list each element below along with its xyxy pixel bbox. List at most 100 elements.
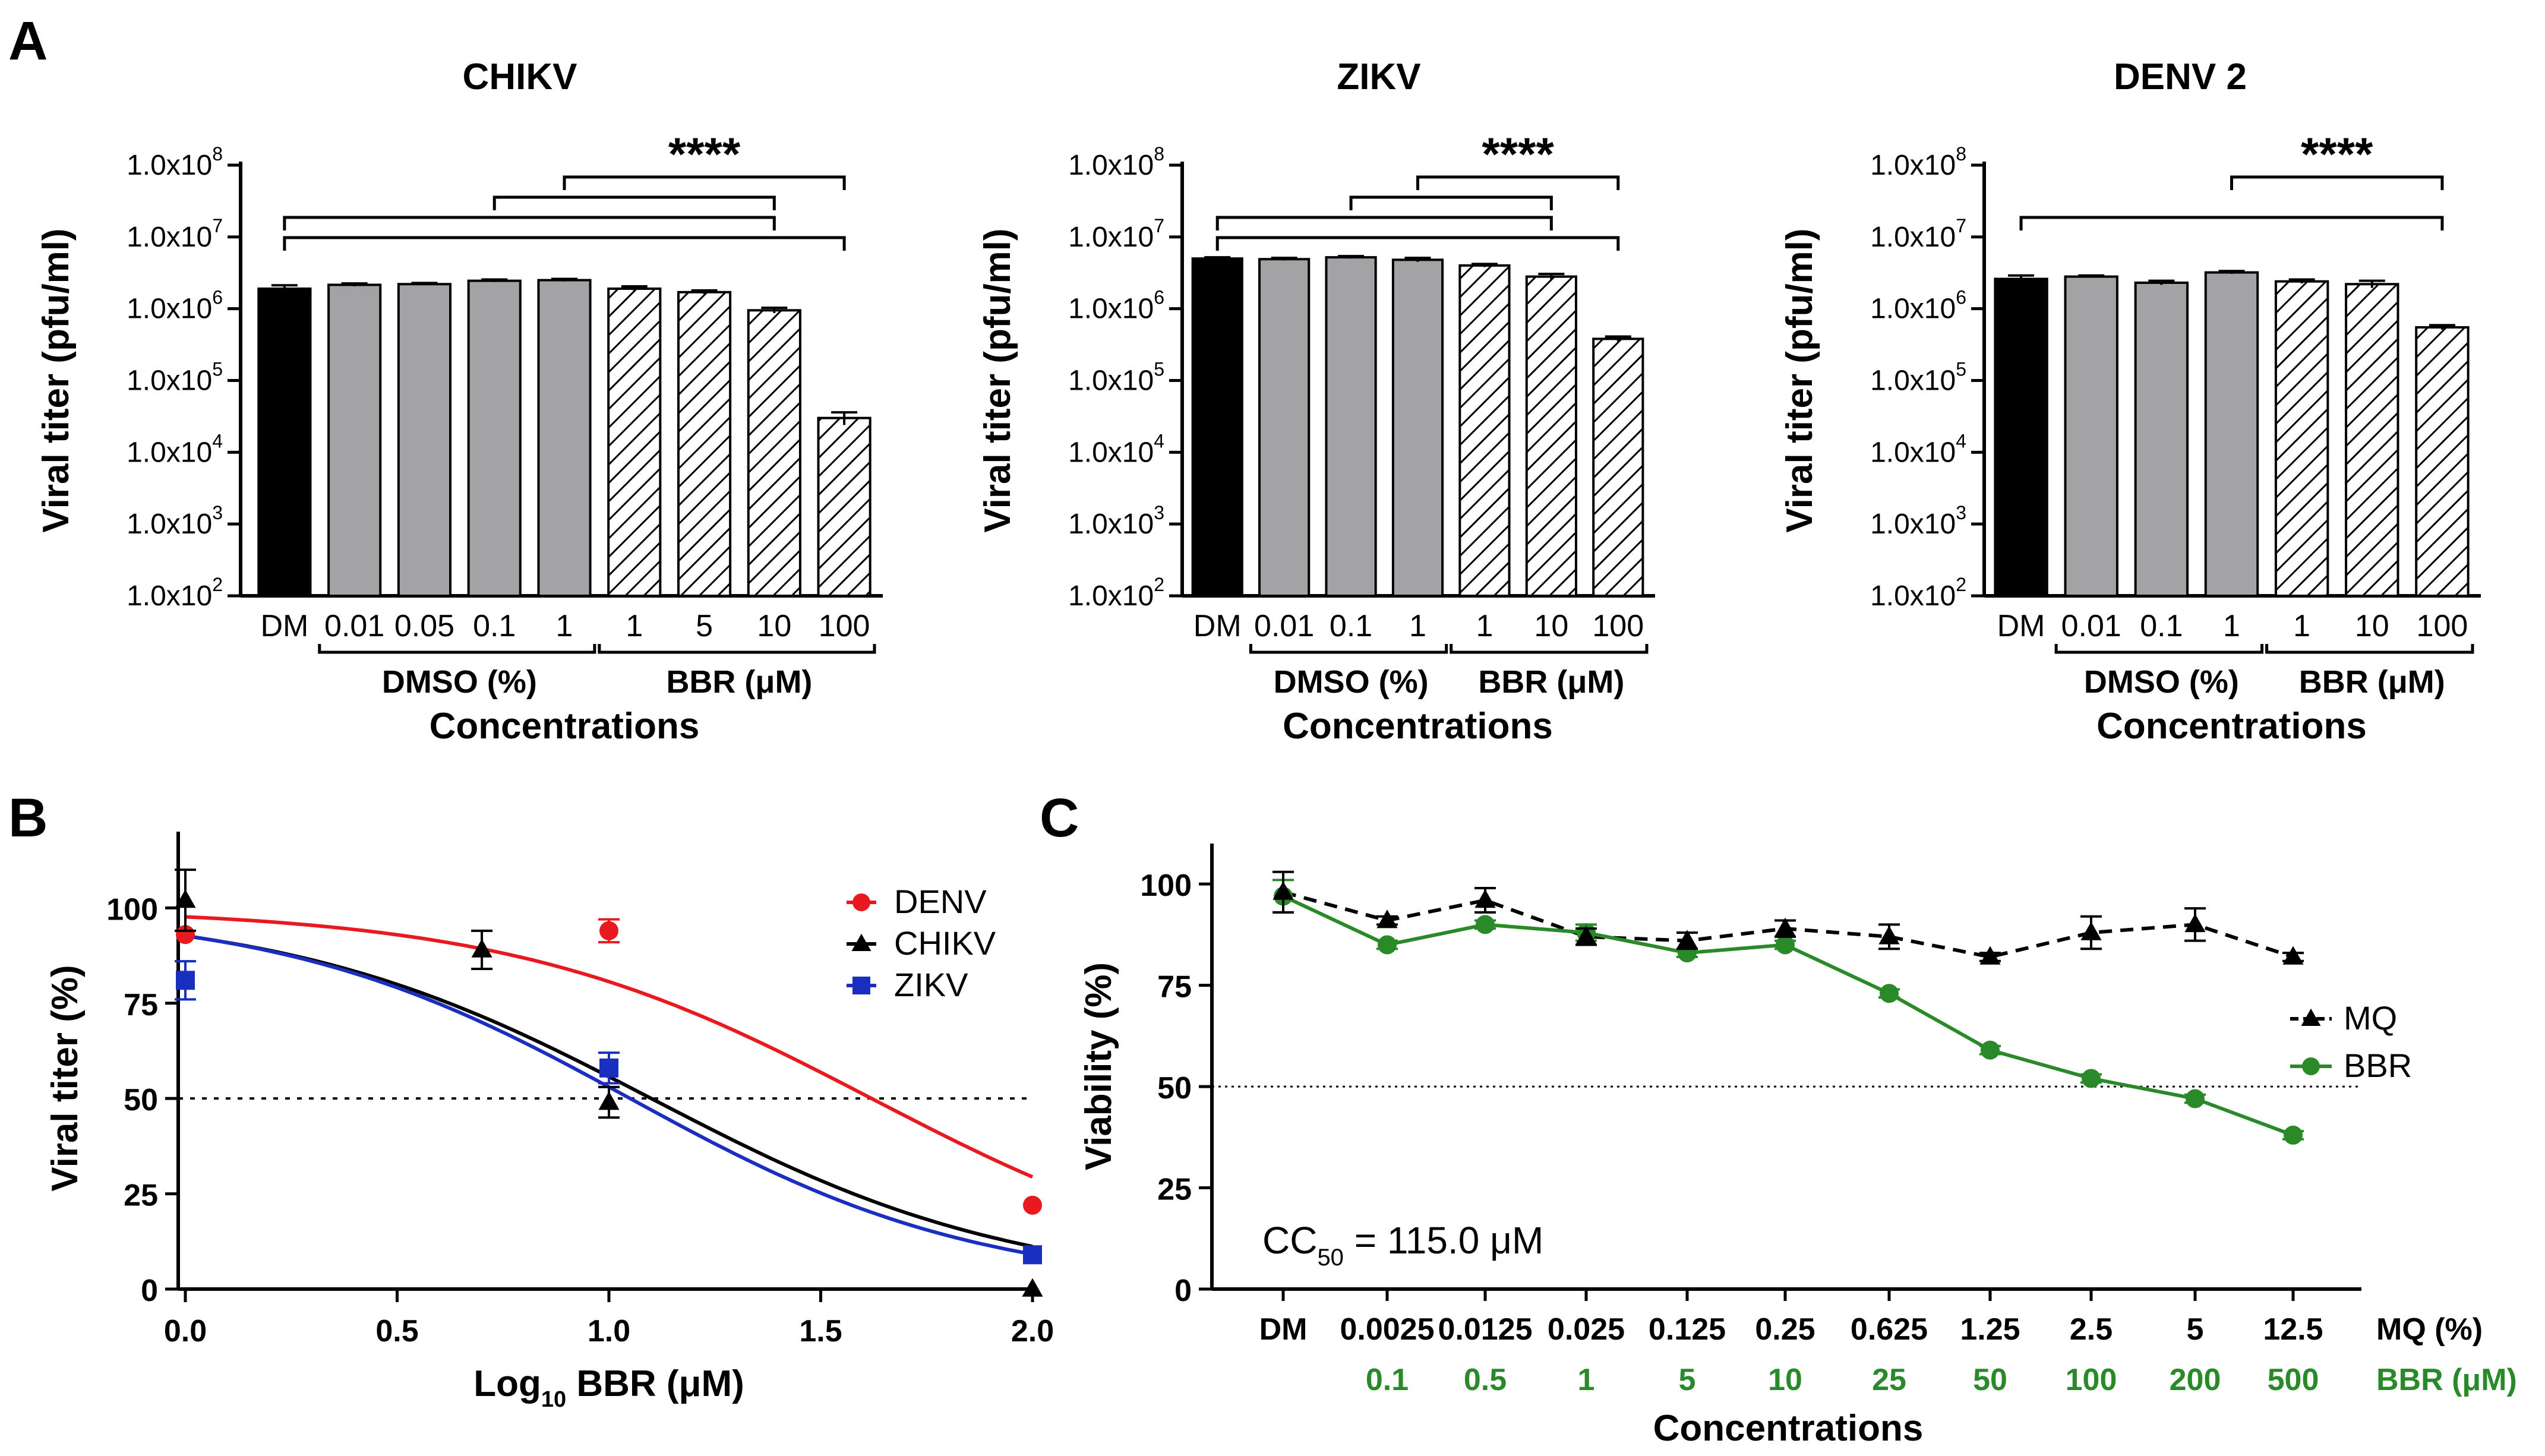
y-tick-label: 1.0x108 [1870, 143, 1966, 181]
y-tick-base: 1.0x10 [127, 580, 212, 612]
legend-label: MQ [2344, 999, 2397, 1037]
legend-marker-denv [852, 893, 870, 911]
cc50-sub: 50 [1317, 1245, 1344, 1271]
x-tick-label: DM [1193, 609, 1242, 643]
data-point-denv [599, 921, 618, 940]
y-tick-base: 1.0x10 [1068, 437, 1154, 468]
y-tick-label: 25 [1157, 1173, 1192, 1207]
data-point-chikv [598, 1091, 620, 1110]
data-point-bbr [1776, 935, 1795, 955]
group-bracket [1450, 644, 1649, 654]
bar [1994, 277, 2048, 597]
y-tick-label: 1.0x103 [127, 502, 223, 540]
y-axis-label: Viral titer (pfu/ml) [36, 228, 77, 532]
x-tick-label: 10 [2355, 609, 2389, 643]
bar [537, 279, 592, 597]
data-point-mq [1272, 881, 1294, 900]
legend-label: BBR [2344, 1047, 2412, 1084]
x-tick-label: 0.01 [324, 609, 384, 643]
group-label: DMSO (%) [2084, 664, 2239, 700]
bar [2064, 275, 2118, 597]
significance-bracket [492, 195, 776, 210]
y-tick-base: 1.0x10 [127, 293, 212, 325]
x-tick-label: 1.0 [588, 1314, 630, 1348]
x-tick-label-bbr: 200 [2170, 1363, 2221, 1397]
chart-dose-response: 0 25 50 75 100 0.0 0.5 1.0 1.5 2.0 Viral titer (%)… [45, 832, 1054, 1412]
significance-bracket [2230, 175, 2444, 190]
y-tick-exponent: 2 [1154, 574, 1164, 595]
bar [817, 416, 872, 597]
y-tick-label: 100 [106, 892, 158, 927]
panel-label-c: C [1040, 788, 1079, 848]
y-tick-label: 1.0x105 [127, 359, 223, 397]
data-point-mq [1376, 909, 1398, 928]
group-label: BBR (μM) [2299, 664, 2445, 700]
significance-label: **** [1482, 128, 1554, 180]
significance-bracket [283, 236, 846, 251]
y-tick-base: 1.0x10 [1870, 293, 1956, 325]
y-tick-label: 1.0x103 [1068, 502, 1164, 540]
y-tick-label: 1.0x107 [127, 215, 223, 253]
significance-label: **** [668, 128, 741, 180]
y-tick-label: 1.0x103 [1870, 502, 1966, 540]
y-tick-label: 1.0x104 [1068, 430, 1164, 468]
x-tick-label: 1 [556, 609, 573, 643]
cc50-main: CC [1262, 1219, 1317, 1262]
data-point-mq [1676, 930, 1698, 949]
y-tick-base: 1.0x10 [127, 150, 212, 181]
x-tick-label: 1 [2293, 609, 2310, 643]
y-tick-base: 1.0x10 [1068, 580, 1154, 612]
y-tick-base: 1.0x10 [1870, 222, 1956, 253]
bar [1458, 264, 1511, 598]
y-tick-exponent: 8 [1154, 143, 1164, 165]
y-tick-base: 1.0x10 [1068, 293, 1154, 325]
x-axis-title: Concentrations [1283, 706, 1553, 747]
legend-marker-chikv [851, 933, 872, 951]
group-bracket [318, 644, 596, 654]
x-tick-label: 0.0 [164, 1314, 207, 1348]
y-tick-label: 75 [124, 988, 158, 1022]
y-tick-exponent: 3 [1154, 502, 1164, 523]
data-point-bbr [1378, 935, 1397, 955]
y-axis-label: Viral titer (%) [45, 965, 86, 1191]
y-tick-exponent: 8 [212, 143, 223, 165]
group-label: BBR (μM) [666, 664, 812, 700]
group-label: DMSO (%) [1274, 664, 1429, 700]
y-axis-label: Viral titer (pfu/ml) [1779, 228, 1820, 532]
y-tick-label: 50 [124, 1083, 158, 1117]
legend-marker-zikv [852, 977, 870, 994]
row-label-mq: MQ (%) [2376, 1312, 2483, 1347]
y-tick-label: 1.0x105 [1870, 359, 1966, 397]
bar [1391, 258, 1444, 597]
group-bracket [598, 644, 876, 654]
x-tick-label: 1 [1409, 609, 1426, 643]
significance-bracket [563, 175, 846, 190]
bar [2134, 281, 2189, 597]
data-point-mq [1979, 946, 2001, 965]
fit-curve-denv [185, 915, 1034, 1179]
x-axis-title: Concentrations [430, 706, 700, 747]
significance-bracket [283, 216, 776, 230]
y-tick-exponent: 5 [212, 359, 223, 380]
y-tick-exponent: 7 [1956, 215, 1966, 236]
y-tick-exponent: 4 [1154, 430, 1164, 451]
chart-title: DENV 2 [2114, 56, 2247, 97]
bar [1258, 258, 1311, 598]
group-bracket [2054, 644, 2264, 654]
x-tick-label-mq: 0.625 [1851, 1312, 1928, 1347]
y-tick-label: 0 [1174, 1274, 1192, 1308]
x-tick-label: 100 [2417, 609, 2468, 643]
y-tick-exponent: 8 [1956, 143, 1966, 165]
x-tick-label: 100 [1592, 609, 1644, 643]
y-tick-base: 1.0x10 [1870, 509, 1956, 540]
bar [607, 287, 662, 597]
y-tick-label: 100 [1140, 868, 1192, 903]
y-tick-label: 1.0x107 [1870, 215, 1966, 253]
y-tick-label: 0 [141, 1274, 158, 1308]
x-tick-label-bbr: 0.1 [1366, 1363, 1409, 1397]
x-tick-label: 5 [696, 609, 713, 643]
data-point-mq [1774, 917, 1796, 936]
bar [1325, 256, 1377, 597]
